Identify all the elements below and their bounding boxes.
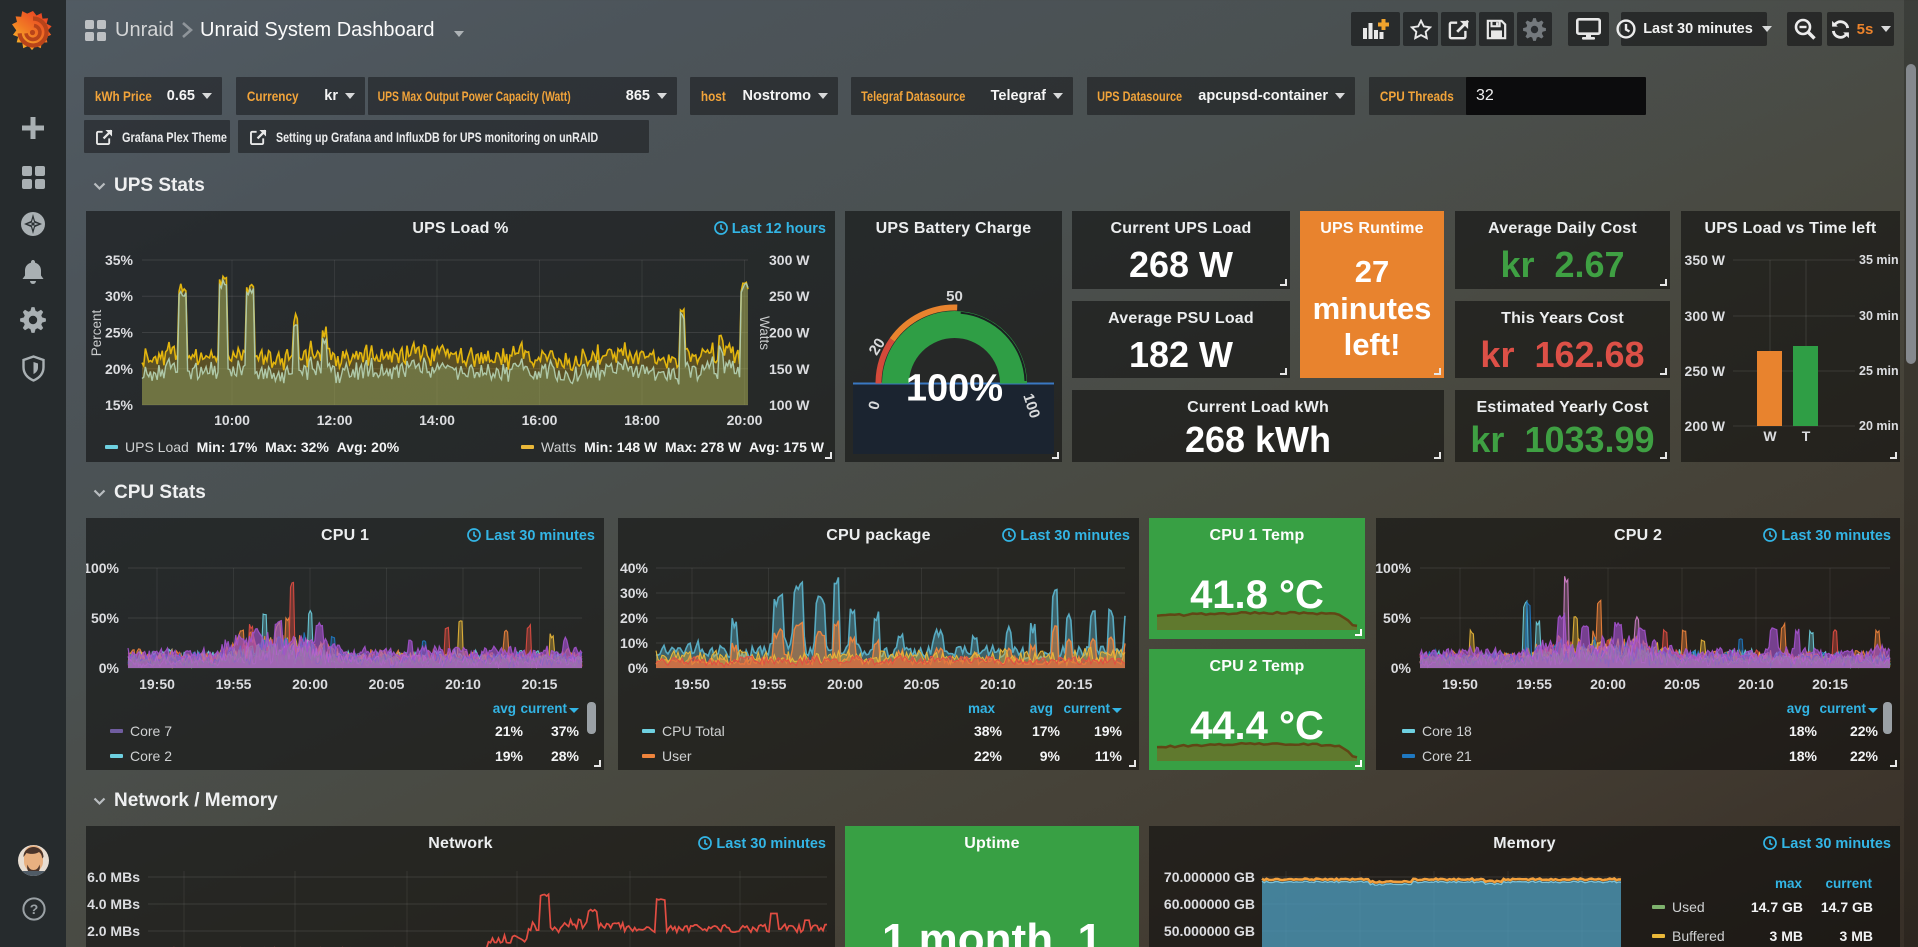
- svg-text:100%: 100%: [906, 368, 1003, 410]
- svg-text:20%: 20%: [105, 361, 134, 377]
- svg-text:15%: 15%: [105, 397, 134, 413]
- svg-text:T: T: [1802, 428, 1811, 444]
- svg-text:19:55: 19:55: [1516, 676, 1552, 692]
- svg-text:250 W: 250 W: [769, 288, 810, 304]
- svg-text:20:10: 20:10: [445, 676, 481, 692]
- svg-text:19:50: 19:50: [139, 676, 175, 692]
- svg-text:25 min: 25 min: [1859, 364, 1899, 378]
- svg-text:10:00: 10:00: [214, 412, 250, 428]
- svg-text:70.000000 GB: 70.000000 GB: [1164, 869, 1255, 885]
- svg-text:20:15: 20:15: [1812, 676, 1848, 692]
- svg-text:300 W: 300 W: [769, 252, 810, 268]
- svg-text:20:15: 20:15: [1057, 676, 1093, 692]
- svg-text:4.0 MBs: 4.0 MBs: [87, 896, 140, 912]
- svg-text:12:00: 12:00: [317, 412, 353, 428]
- svg-text:19:50: 19:50: [1442, 676, 1478, 692]
- svg-text:14:00: 14:00: [419, 412, 455, 428]
- svg-text:0%: 0%: [1391, 660, 1412, 676]
- svg-text:200 W: 200 W: [769, 325, 810, 341]
- svg-text:20:05: 20:05: [904, 676, 940, 692]
- svg-text:20:10: 20:10: [1738, 676, 1774, 692]
- svg-text:19:55: 19:55: [751, 676, 787, 692]
- svg-text:20:05: 20:05: [1664, 676, 1700, 692]
- svg-text:0%: 0%: [99, 660, 120, 676]
- svg-text:300 W: 300 W: [1685, 308, 1726, 324]
- svg-text:50%: 50%: [91, 610, 120, 626]
- svg-text:50: 50: [946, 288, 963, 305]
- svg-text:Percent: Percent: [89, 309, 104, 356]
- svg-text:30%: 30%: [105, 288, 134, 304]
- svg-text:0%: 0%: [628, 660, 649, 676]
- svg-text:19:55: 19:55: [216, 676, 252, 692]
- svg-text:18:00: 18:00: [624, 412, 660, 428]
- svg-text:100: 100: [1019, 391, 1043, 420]
- svg-text:50%: 50%: [1383, 610, 1412, 626]
- svg-text:30 min: 30 min: [1859, 309, 1899, 323]
- svg-text:20%: 20%: [620, 610, 649, 626]
- svg-text:20:05: 20:05: [369, 676, 405, 692]
- svg-text:19:50: 19:50: [674, 676, 710, 692]
- svg-text:20 min: 20 min: [1859, 419, 1899, 433]
- svg-text:250 W: 250 W: [1685, 363, 1726, 379]
- svg-text:60.000000 GB: 60.000000 GB: [1164, 896, 1255, 912]
- svg-text:?: ?: [30, 901, 39, 917]
- svg-text:30%: 30%: [620, 585, 649, 601]
- svg-text:150 W: 150 W: [769, 361, 810, 377]
- svg-text:100%: 100%: [86, 560, 120, 576]
- svg-text:10%: 10%: [620, 635, 649, 651]
- svg-text:40%: 40%: [620, 560, 649, 576]
- svg-text:20:15: 20:15: [522, 676, 558, 692]
- svg-text:25%: 25%: [105, 325, 134, 341]
- svg-text:100 W: 100 W: [769, 397, 810, 413]
- svg-text:20:00: 20:00: [727, 412, 763, 428]
- svg-text:20:00: 20:00: [1590, 676, 1626, 692]
- svg-text:200 W: 200 W: [1685, 418, 1726, 434]
- svg-text:20:10: 20:10: [980, 676, 1016, 692]
- svg-text:16:00: 16:00: [522, 412, 558, 428]
- svg-text:2.0 MBs: 2.0 MBs: [87, 923, 140, 939]
- svg-text:50.000000 GB: 50.000000 GB: [1164, 923, 1255, 939]
- svg-text:20: 20: [866, 335, 889, 358]
- svg-text:100%: 100%: [1376, 560, 1412, 576]
- svg-text:Watts: Watts: [757, 316, 772, 350]
- svg-text:35%: 35%: [105, 252, 134, 268]
- svg-text:W: W: [1763, 428, 1777, 444]
- svg-text:350 W: 350 W: [1685, 252, 1726, 268]
- svg-text:6.0 MBs: 6.0 MBs: [87, 869, 140, 885]
- svg-text:20:00: 20:00: [292, 676, 328, 692]
- svg-text:35 min: 35 min: [1859, 253, 1899, 267]
- svg-text:20:00: 20:00: [827, 676, 863, 692]
